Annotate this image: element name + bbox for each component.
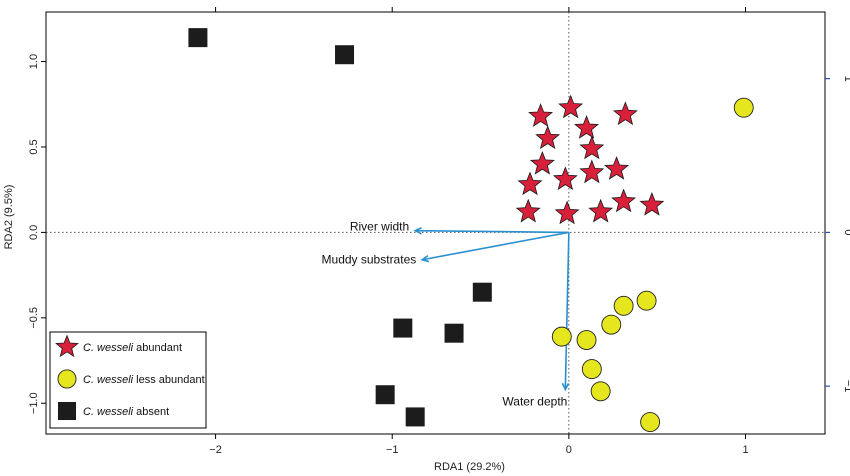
star-point (639, 191, 665, 216)
star-point (588, 198, 614, 223)
circle-point (581, 359, 602, 380)
x-tick-label: 1 (742, 444, 748, 456)
square-point (393, 318, 413, 338)
star-point (554, 200, 580, 225)
axes: −2 −1 0 1 −1.0 −0.5 0.0 0.5 1.0 −1 0 1 RDA1 (29.2%) R… (3, 7, 850, 473)
star-point (611, 188, 637, 213)
legend: C. wesseli abundant C. wesseli less abund… (49, 331, 207, 429)
circle-point (590, 381, 611, 402)
arrow-head (420, 254, 430, 263)
y-axis-label: RDA2 (9.5%) (3, 185, 15, 250)
legend-label: C. wesseli absent (83, 406, 169, 418)
arrow-head (413, 226, 422, 235)
x-tick-label: −2 (209, 444, 222, 456)
y-tick-label: −1.0 (28, 392, 40, 414)
square-point (188, 28, 208, 48)
circle-point (733, 97, 754, 118)
square-point (472, 282, 492, 302)
y-tick-label: 0.0 (28, 225, 40, 240)
star-point (579, 135, 605, 160)
right-tick-label: 1 (842, 76, 850, 82)
legend-label: C. wesseli less abundant (83, 374, 205, 386)
square-point (405, 407, 425, 427)
arrow-head (561, 382, 570, 392)
circle-point (636, 290, 657, 311)
circle-point (640, 412, 661, 432)
right-tick-label: 0 (842, 229, 850, 235)
star-point (604, 156, 630, 180)
star-point (579, 159, 605, 184)
y-tick-label: 1.0 (28, 54, 40, 69)
star-point (528, 103, 554, 127)
square-point (444, 323, 464, 343)
star-point (574, 115, 599, 139)
circle-point (601, 314, 622, 335)
x-tick-label: 0 (566, 444, 572, 456)
x-axis-label: RDA1 (29.2%) (434, 461, 505, 473)
star-point (558, 94, 584, 119)
arrow-line (564, 232, 570, 390)
star-point (517, 171, 543, 196)
star-point (612, 101, 638, 126)
legend-label: C. wesseli abundant (83, 342, 182, 354)
environment-arrows: River width Muddy substrates Water depth (322, 220, 570, 409)
reference-lines (46, 12, 825, 434)
data-points (188, 28, 754, 432)
right-tick-label: −1 (842, 380, 850, 393)
star-point (552, 166, 578, 191)
x-tick-label: −1 (386, 444, 399, 456)
y-tick-label: 0.5 (28, 139, 40, 154)
legend-square-marker (57, 401, 77, 421)
arrow-line (422, 231, 570, 261)
circle-point (613, 295, 634, 316)
legend-star-marker (55, 334, 79, 358)
arrow-line (415, 229, 569, 234)
arrow-label: River width (350, 220, 409, 234)
star-point (535, 125, 561, 150)
star-point (529, 150, 555, 175)
legend-circle-marker (57, 369, 77, 389)
y-tick-label: −0.5 (28, 307, 40, 329)
square-point (375, 385, 395, 405)
square-point (335, 45, 355, 65)
arrow-label: Muddy substrates (322, 253, 417, 267)
arrow-label: Water depth (502, 395, 567, 409)
circle-point (551, 326, 572, 347)
star-point (515, 198, 541, 223)
circle-point (576, 330, 597, 350)
